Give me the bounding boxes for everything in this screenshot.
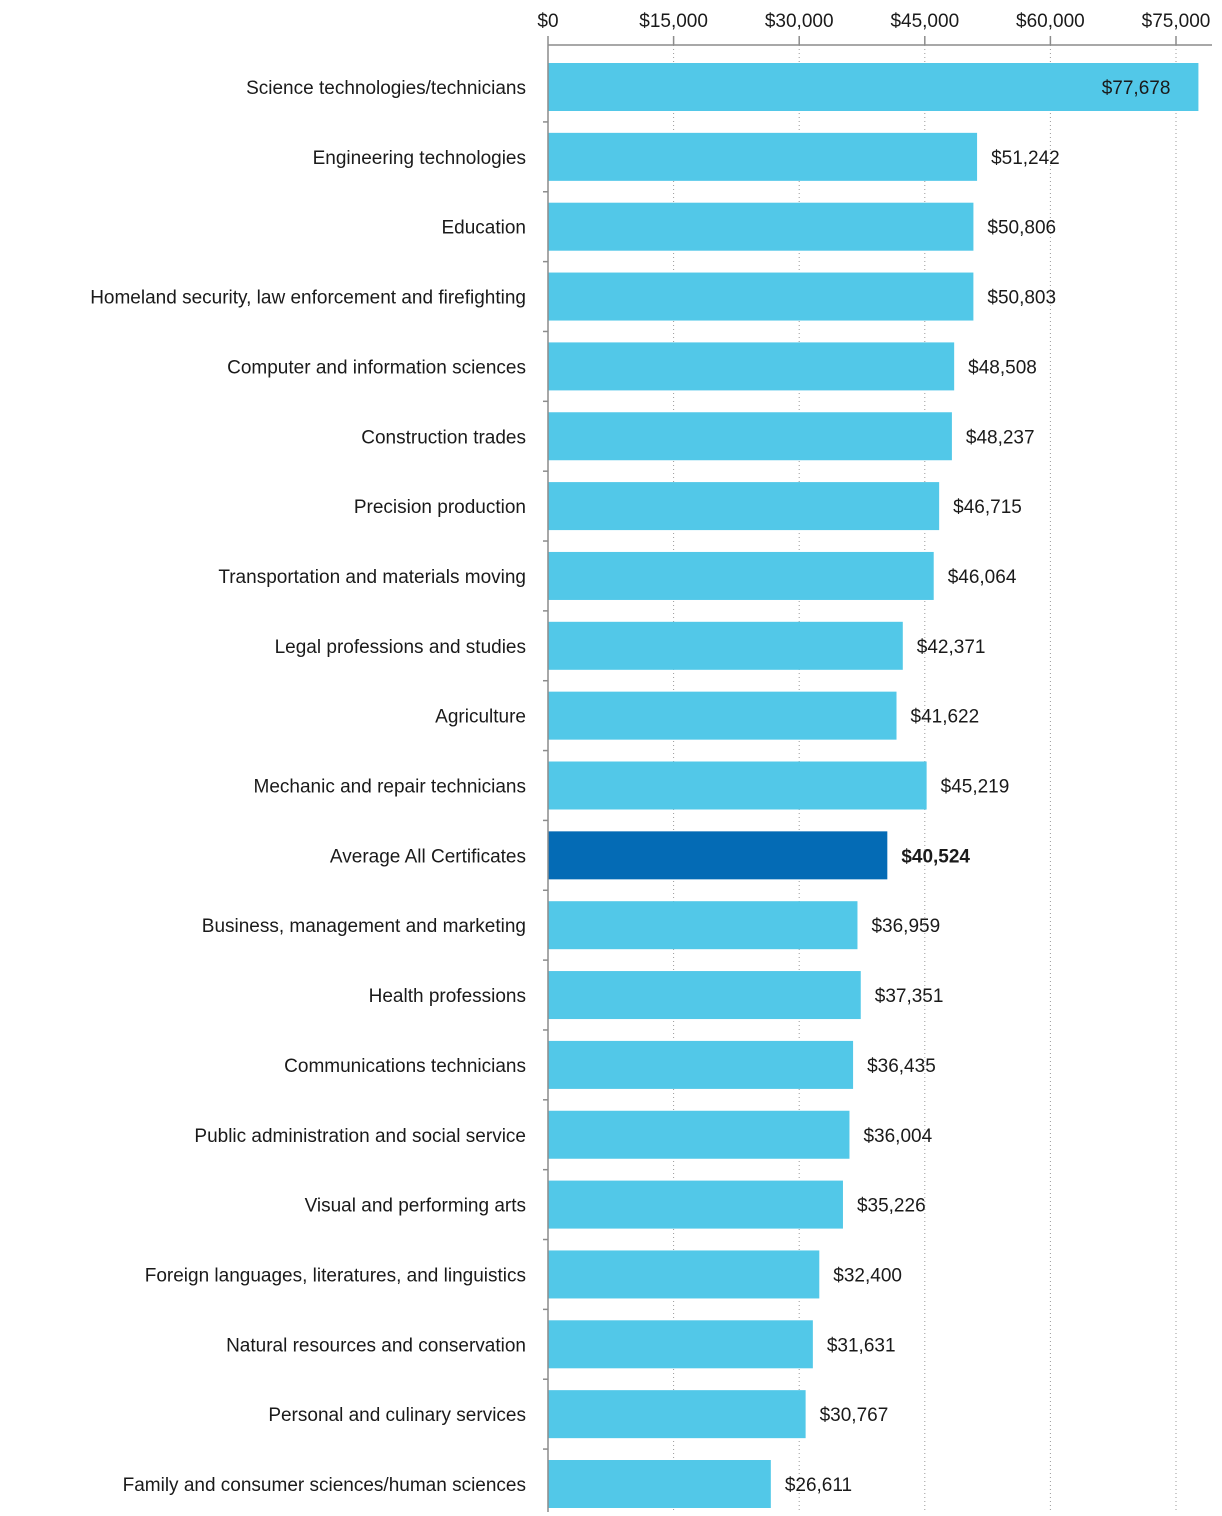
category-label: Computer and information sciences: [227, 357, 526, 378]
bar: [548, 1110, 850, 1159]
value-label: $48,508: [968, 357, 1037, 378]
bar: [548, 1460, 771, 1508]
value-label: $48,237: [966, 427, 1035, 448]
category-label: Mechanic and repair technicians: [254, 777, 527, 798]
value-label: $30,767: [820, 1405, 889, 1426]
category-label: Business, management and marketing: [202, 916, 526, 937]
value-label: $35,226: [857, 1196, 926, 1217]
x-tick-label: $60,000: [1016, 11, 1085, 32]
bar: [548, 1390, 806, 1439]
bar: [548, 551, 934, 600]
bar: [548, 482, 940, 531]
value-label: $50,806: [987, 218, 1056, 239]
bar: [548, 971, 861, 1020]
value-label: $46,064: [948, 567, 1017, 588]
category-label: Public administration and social service: [194, 1126, 526, 1147]
category-label: Family and consumer sciences/human scien…: [123, 1475, 526, 1496]
bar-highlight: [548, 831, 888, 880]
bar: [548, 202, 974, 251]
bar: [548, 621, 903, 670]
bars: [548, 63, 1199, 1508]
bar: [548, 272, 974, 321]
value-label: $50,803: [987, 288, 1056, 309]
value-label: $40,524: [901, 846, 970, 867]
category-label: Visual and performing arts: [305, 1196, 526, 1217]
value-label: $46,715: [953, 497, 1022, 518]
x-tick-label: $45,000: [890, 11, 959, 32]
value-label: $42,371: [917, 637, 986, 658]
category-label: Average All Certificates: [330, 846, 526, 867]
bar: [548, 1320, 813, 1369]
category-label: Science technologies/technicians: [246, 78, 526, 99]
value-label: $36,959: [871, 916, 940, 937]
bar: [548, 761, 927, 810]
category-label: Transportation and materials moving: [218, 567, 526, 588]
bar: [548, 691, 897, 740]
bar: [548, 1180, 843, 1229]
category-label: Natural resources and conservation: [226, 1335, 526, 1356]
category-label: Education: [441, 218, 526, 239]
category-label: Health professions: [369, 986, 526, 1007]
bar: [548, 342, 955, 391]
bar: [548, 1040, 854, 1089]
value-label: $36,004: [863, 1126, 932, 1147]
value-label: $26,611: [785, 1475, 852, 1496]
category-label: Agriculture: [435, 707, 526, 728]
value-label: $36,435: [867, 1056, 936, 1077]
value-label: $32,400: [833, 1265, 902, 1286]
x-tick-label: $15,000: [639, 11, 708, 32]
x-tick-label: $0: [537, 11, 558, 32]
value-label: $41,622: [911, 707, 980, 728]
value-label: $51,242: [991, 148, 1060, 169]
bar: [548, 412, 952, 461]
x-tick-label: $75,000: [1142, 11, 1211, 32]
bar: [548, 63, 1199, 111]
category-label: Personal and culinary services: [268, 1405, 526, 1426]
value-label: $45,219: [941, 777, 1010, 798]
category-label: Construction trades: [361, 427, 526, 448]
labels: $0 $15,000 $30,000 $45,000 $60,000 $75,000 Sci…: [90, 11, 1210, 1496]
bar: [548, 1250, 820, 1299]
category-label: Communications technicians: [284, 1056, 526, 1077]
x-tick-label: $30,000: [765, 11, 834, 32]
bar: [548, 901, 858, 950]
category-label: Precision production: [354, 497, 526, 518]
category-label: Homeland security, law enforcement and f…: [90, 288, 526, 309]
category-label: Foreign languages, literatures, and ling…: [145, 1265, 526, 1286]
bar: [548, 132, 978, 181]
category-label: Engineering technologies: [313, 148, 526, 169]
category-label: Legal professions and studies: [275, 637, 526, 658]
axes: [543, 36, 1212, 1512]
value-label: $31,631: [827, 1335, 896, 1356]
value-label: $77,678: [1102, 78, 1171, 99]
value-label: $37,351: [875, 986, 944, 1007]
